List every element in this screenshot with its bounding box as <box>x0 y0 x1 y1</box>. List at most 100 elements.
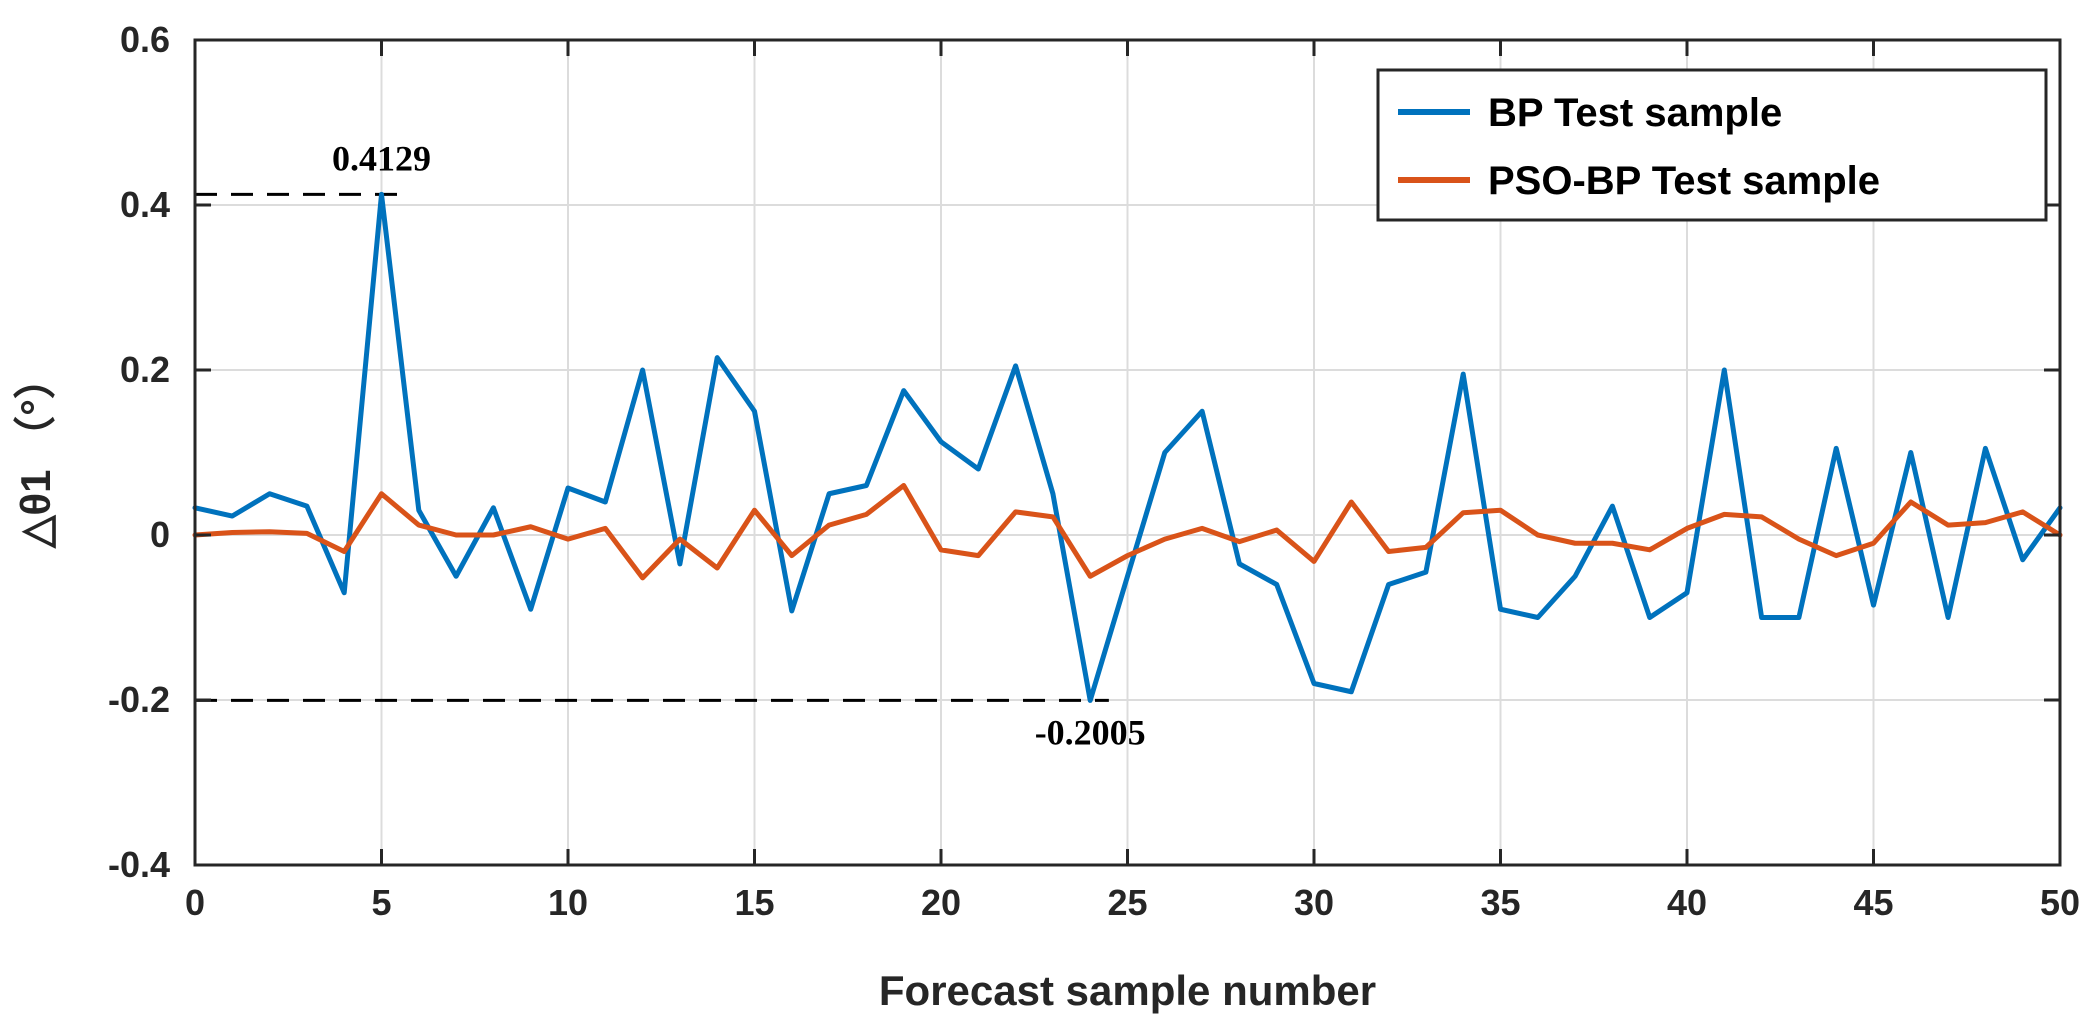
data-point <box>938 439 944 445</box>
data-point <box>602 525 608 531</box>
data-point <box>1908 450 1914 456</box>
data-point <box>1460 371 1466 377</box>
data-point <box>1498 606 1504 612</box>
data-point <box>1684 525 1690 531</box>
data-point <box>1535 532 1541 538</box>
x-tick-label: 35 <box>1480 882 1520 923</box>
data-point <box>1535 615 1541 621</box>
data-point <box>640 367 646 373</box>
data-point <box>1274 527 1280 533</box>
x-axis-label: Forecast sample number <box>879 967 1376 1014</box>
data-point <box>826 522 832 528</box>
data-point <box>1311 681 1317 687</box>
data-point <box>304 530 310 536</box>
data-point <box>1087 573 1093 579</box>
data-point <box>1013 363 1019 369</box>
x-tick-label: 0 <box>185 882 205 923</box>
x-tick-label: 25 <box>1107 882 1147 923</box>
data-point <box>677 561 683 567</box>
data-point <box>975 466 981 472</box>
axis-ticks: 0 5 10 15 20 25 30 35 40 45 50 -0.4 -0.2 0 0.2 0.4 0.6 <box>108 19 2080 923</box>
data-point <box>267 491 273 497</box>
data-point <box>1796 615 1802 621</box>
legend-box <box>1376 68 2048 222</box>
data-point <box>1498 507 1504 513</box>
data-point <box>602 499 608 505</box>
data-point <box>267 529 273 535</box>
legend-label: BP Test sample <box>1488 91 1782 135</box>
data-point <box>714 355 720 361</box>
data-point <box>528 524 534 530</box>
data-point <box>1982 445 1988 451</box>
data-point <box>1684 590 1690 596</box>
data-point <box>1796 536 1802 542</box>
data-point <box>528 606 534 612</box>
data-point <box>379 491 385 497</box>
data-point <box>1871 602 1877 608</box>
data-point <box>1348 499 1354 505</box>
data-point <box>677 536 683 542</box>
series-line-1 <box>192 483 2063 581</box>
data-point <box>975 553 981 559</box>
data-point <box>1236 561 1242 567</box>
data-point <box>1423 544 1429 550</box>
data-point <box>1647 547 1653 553</box>
legend: BP Test sample PSO-BP Test sample <box>1376 68 2048 222</box>
data-point <box>453 573 459 579</box>
data-point <box>565 536 571 542</box>
annotation-label: 0.4129 <box>332 138 431 178</box>
data-point <box>304 503 310 509</box>
x-tick-label: 10 <box>548 882 588 923</box>
data-point <box>1833 445 1839 451</box>
data-point <box>1423 569 1429 575</box>
data-point <box>341 549 347 555</box>
data-point <box>1311 558 1317 564</box>
data-point <box>901 483 907 489</box>
x-tick-label: 30 <box>1294 882 1334 923</box>
x-tick-label: 45 <box>1853 882 1893 923</box>
data-point <box>1833 553 1839 559</box>
reference-lines <box>195 192 1109 702</box>
data-point <box>1386 549 1392 555</box>
data-point <box>229 530 235 536</box>
data-point <box>490 505 496 511</box>
data-point <box>229 513 235 519</box>
data-point <box>1945 522 1951 528</box>
y-tick-label: 0 <box>150 514 170 555</box>
annotation-label: -0.2005 <box>1035 712 1146 752</box>
data-point <box>416 507 422 513</box>
data-point <box>640 575 646 581</box>
data-point <box>863 483 869 489</box>
data-point <box>789 553 795 559</box>
y-tick-label: 0.2 <box>120 349 170 390</box>
data-point <box>1572 540 1578 546</box>
x-tick-label: 50 <box>2040 882 2080 923</box>
data-point <box>1162 450 1168 456</box>
data-point <box>1460 510 1466 516</box>
data-point <box>1759 615 1765 621</box>
y-tick-label: -0.2 <box>108 679 170 720</box>
data-point <box>1125 553 1131 559</box>
legend-label: PSO-BP Test sample <box>1488 159 1880 203</box>
data-point <box>714 565 720 571</box>
data-point <box>565 485 571 491</box>
data-point <box>1386 582 1392 588</box>
annotations: 0.4129 -0.2005 <box>332 138 1146 752</box>
data-point <box>789 608 795 614</box>
data-point <box>1050 491 1056 497</box>
data-point <box>1125 573 1131 579</box>
data-point <box>490 532 496 538</box>
y-tick-label: -0.4 <box>108 844 170 885</box>
y-tick-label: 0.6 <box>120 19 170 60</box>
data-point <box>1871 540 1877 546</box>
x-tick-label: 20 <box>921 882 961 923</box>
data-point <box>1908 499 1914 505</box>
data-point <box>1609 540 1615 546</box>
data-point <box>1199 408 1205 414</box>
data-point <box>1721 367 1727 373</box>
x-tick-label: 40 <box>1667 882 1707 923</box>
data-point <box>938 547 944 553</box>
data-point <box>752 507 758 513</box>
data-point <box>379 191 385 197</box>
